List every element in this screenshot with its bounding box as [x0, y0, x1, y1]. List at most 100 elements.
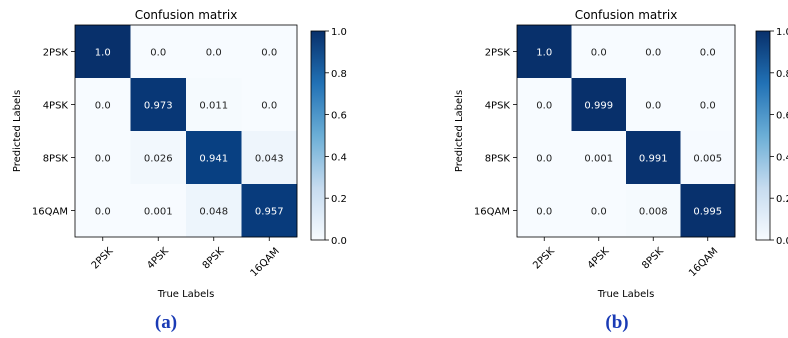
- y-tick-label: 2PSK: [485, 48, 511, 59]
- cell-value-label: 0.008: [639, 207, 668, 218]
- cell-value-label: 0.0: [536, 101, 552, 112]
- cell-value-label: 0.0: [536, 154, 552, 165]
- heatmap-cell: [571, 131, 627, 185]
- cell-value-label: 0.026: [144, 154, 173, 165]
- heatmap-cell: [186, 131, 242, 185]
- cell-value-label: 0.043: [255, 154, 284, 165]
- x-tick-label: 16QAM: [249, 246, 282, 279]
- cell-value-label: 0.0: [95, 154, 111, 165]
- y-tick-label: 16QAM: [32, 207, 68, 218]
- cell-value-label: 0.0: [150, 48, 166, 59]
- heatmap-cell: [241, 131, 298, 185]
- cell-value-label: 0.0: [536, 207, 552, 218]
- chart-title: Confusion matrix: [135, 8, 238, 22]
- heatmap-cell: [241, 184, 298, 238]
- heatmap-cell: [626, 131, 681, 185]
- y-tick-label: 8PSK: [485, 154, 511, 165]
- heatmap-cell: [626, 78, 681, 132]
- y-tick-label: 8PSK: [43, 154, 69, 165]
- x-tick-label: 2PSK: [531, 246, 557, 272]
- colorbar-tick-label: 0.8: [331, 69, 347, 80]
- heatmap-cell: [75, 78, 131, 132]
- x-tick-label: 2PSK: [90, 246, 116, 272]
- colorbar-tick-label: 1.0: [776, 27, 788, 38]
- x-tick-label: 8PSK: [201, 246, 227, 272]
- heatmap-cell: [241, 78, 298, 132]
- heatmap-cell: [626, 25, 681, 79]
- cell-value-label: 0.011: [199, 101, 228, 112]
- cell-value-label: 0.001: [144, 207, 173, 218]
- x-axis-label: True Labels: [597, 289, 655, 300]
- colorbar-tick-label: 0.0: [776, 236, 788, 247]
- y-axis-label: Predicted Labels: [454, 90, 465, 172]
- y-tick-label: 16QAM: [474, 207, 510, 218]
- colorbar-tick-label: 1.0: [331, 27, 347, 38]
- heatmap-cell: [517, 25, 572, 79]
- heatmap-cell: [186, 78, 242, 132]
- y-tick-label: 4PSK: [485, 101, 511, 112]
- colorbar-tick-label: 0.4: [331, 152, 347, 163]
- heatmap-cell: [130, 184, 187, 238]
- x-tick-label: 4PSK: [145, 246, 171, 272]
- cell-value-label: 0.0: [206, 48, 222, 59]
- cell-value-label: 0.001: [584, 154, 613, 165]
- colorbar-tick-label: 0.2: [331, 194, 347, 205]
- heatmap-cell: [75, 184, 131, 238]
- heatmap-cell: [571, 184, 627, 238]
- cell-value-label: 0.991: [639, 154, 668, 165]
- heatmap-cell: [680, 78, 736, 132]
- heatmap-cell: [680, 131, 736, 185]
- cell-value-label: 0.0: [645, 48, 661, 59]
- heatmap-cell: [571, 25, 627, 79]
- cell-value-label: 1.0: [536, 48, 552, 59]
- heatmap-cell: [130, 25, 187, 79]
- heatmap-cell: [130, 131, 187, 185]
- heatmap-cell: [680, 184, 736, 238]
- cell-value-label: 0.999: [584, 101, 613, 112]
- y-tick-label: 2PSK: [43, 48, 69, 59]
- cell-value-label: 0.0: [261, 48, 277, 59]
- colorbar: [310, 30, 326, 241]
- colorbar-tick-label: 0.8: [776, 69, 788, 80]
- colorbar-tick-label: 0.6: [331, 111, 347, 122]
- cell-value-label: 0.973: [144, 101, 173, 112]
- heatmap-cell: [517, 184, 572, 238]
- caption-a: (a): [154, 312, 178, 333]
- colorbar-tick-label: 0.0: [331, 236, 347, 247]
- x-tick-label: 4PSK: [586, 246, 612, 272]
- cell-value-label: 0.0: [591, 48, 607, 59]
- x-axis-label: True Labels: [157, 289, 215, 300]
- heatmap-cell: [680, 25, 736, 79]
- heatmap-cell: [75, 131, 131, 185]
- cell-value-label: 0.005: [693, 154, 722, 165]
- heatmap-cell: [517, 78, 572, 132]
- cell-value-label: 0.0: [700, 48, 716, 59]
- heatmap-cell: [130, 78, 187, 132]
- y-tick-label: 4PSK: [43, 101, 69, 112]
- y-axis-label: Predicted Labels: [12, 90, 23, 172]
- heatmap-cell: [571, 78, 627, 132]
- colorbar-tick-label: 0.2: [776, 194, 788, 205]
- heatmap-cell: [186, 184, 242, 238]
- cell-value-label: 0.941: [199, 154, 228, 165]
- caption-b: (b): [605, 312, 629, 333]
- cell-value-label: 0.048: [199, 207, 228, 218]
- x-tick-label: 8PSK: [640, 246, 666, 272]
- colorbar: [755, 30, 771, 241]
- cell-value-label: 0.0: [591, 207, 607, 218]
- heatmap-cell: [241, 25, 298, 79]
- x-tick-label: 16QAM: [687, 246, 720, 279]
- heatmap-cell: [626, 184, 681, 238]
- cell-value-label: 0.0: [700, 101, 716, 112]
- heatmap-cell: [517, 131, 572, 185]
- cell-value-label: 1.0: [95, 48, 111, 59]
- plot-frame: [74, 24, 298, 238]
- cell-value-label: 0.0: [645, 101, 661, 112]
- plot-frame: [516, 24, 736, 238]
- cell-value-label: 0.0: [95, 207, 111, 218]
- cell-value-label: 0.0: [261, 101, 277, 112]
- chart-title: Confusion matrix: [575, 8, 678, 22]
